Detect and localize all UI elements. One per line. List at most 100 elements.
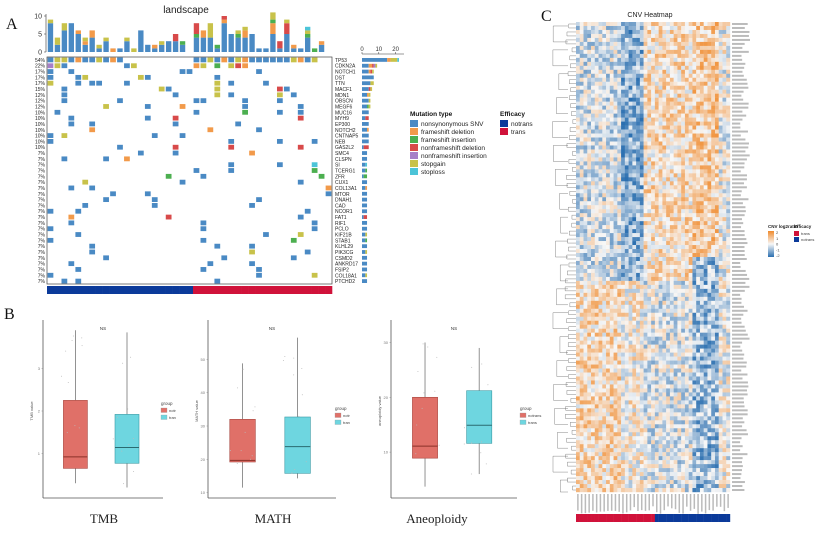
cnv-cell: [658, 181, 663, 186]
cnv-cell: [654, 296, 659, 302]
cnv-cell: [711, 304, 716, 309]
gene-name-label: MACF1: [335, 87, 352, 93]
cnv-cell: [613, 284, 618, 290]
cnv-cell: [696, 25, 701, 31]
cnv-cell: [692, 157, 697, 162]
cnv-cell: [718, 257, 723, 262]
cnv-cell: [583, 276, 588, 282]
cnv-cell: [632, 308, 637, 313]
cnv-cell: [587, 300, 592, 305]
cnv-cell: [636, 272, 641, 278]
cnv-cell: [673, 41, 678, 47]
cnv-cell: [621, 205, 626, 210]
gene-pct-label: 54%: [35, 58, 46, 64]
mutation-cell: [256, 69, 262, 74]
gene-freq-bar-segment: [362, 255, 368, 260]
mutation-cell: [228, 92, 235, 98]
cnv-cell: [636, 404, 641, 409]
cnv-cell: [673, 237, 678, 242]
cnv-cell: [643, 113, 648, 118]
cnv-cell: [684, 396, 689, 401]
cnv-cell: [606, 392, 611, 397]
cnv-cell: [609, 45, 614, 51]
cnv-cell: [576, 360, 580, 365]
cnv-cell: [658, 221, 663, 226]
significance-annotation: NS: [269, 326, 275, 331]
cnv-cell: [696, 209, 701, 214]
cnv-cell: [598, 81, 603, 86]
cnv-cell: [673, 384, 678, 389]
cnv-cell: [692, 360, 697, 365]
cnv-cell: [617, 129, 622, 134]
cnv-cell: [598, 424, 603, 429]
mutation-cell: [82, 179, 89, 185]
cnv-cell: [628, 165, 633, 170]
cnv-cell: [707, 169, 712, 174]
cnv-cell: [722, 129, 727, 134]
cnv-cell: [636, 121, 641, 126]
cnv-cell: [673, 388, 678, 393]
gene-freq-bar-segment: [370, 81, 374, 86]
cnv-cell: [692, 29, 697, 35]
cnv-cell: [711, 201, 716, 206]
cnv-cell: [673, 332, 678, 337]
cnv-cell: [722, 372, 727, 377]
cnv-cell: [722, 380, 727, 385]
efficacy-cell: [60, 286, 69, 294]
cnv-cell: [684, 360, 689, 365]
cnv-cell: [579, 153, 584, 158]
cnv-cell: [651, 157, 656, 162]
cnv-cell: [718, 121, 723, 126]
cnv-cell: [624, 328, 629, 333]
cnv-cell: [647, 25, 652, 31]
cnv-cell: [722, 312, 727, 317]
cnv-cell: [658, 249, 663, 254]
gene-name-label: CNTNAP5: [335, 134, 359, 140]
cnv-cell: [699, 420, 704, 425]
cnv-cell: [714, 65, 719, 70]
cnv-cell: [651, 153, 656, 158]
cnv-cell: [606, 376, 611, 381]
cnv-cell: [703, 169, 708, 174]
cnv-cell: [718, 41, 723, 47]
cnv-cell: [643, 225, 648, 230]
cnv-cell: [602, 93, 607, 98]
cnv-cell: [617, 352, 622, 357]
cnv-cell: [673, 300, 678, 305]
cnv-cell: [707, 416, 712, 421]
cnv-cell: [613, 420, 618, 425]
cnv-cell: [681, 73, 686, 78]
cnv-cell: [587, 61, 592, 67]
cnv-cell: [636, 312, 641, 317]
cnv-cell: [609, 364, 614, 369]
cnv-cell: [658, 217, 663, 222]
cnv-cell: [602, 157, 607, 162]
cnv-cell: [598, 241, 603, 246]
cnv-cell: [714, 380, 719, 385]
cnv-cell: [594, 189, 599, 194]
cnv-cell: [684, 264, 689, 270]
cnv-cell: [647, 336, 652, 341]
jitter-point: [463, 427, 465, 429]
cnv-cell: [711, 245, 716, 250]
cnv-cell: [643, 205, 648, 210]
cnv-cell: [598, 336, 603, 341]
cnv-cell: [624, 368, 629, 373]
cnv-cell: [632, 233, 637, 238]
row-dendrogram-branch: [552, 455, 568, 473]
cnv-cell: [677, 404, 682, 409]
cnv-cell: [684, 392, 689, 397]
cnv-cell: [591, 272, 595, 278]
cnv-cell: [677, 129, 682, 134]
cnv-cell: [703, 37, 708, 43]
row-dendrogram-branch: [558, 73, 568, 90]
cnv-cell: [688, 304, 693, 309]
cnv-cell: [576, 65, 580, 70]
cnv-cell: [651, 304, 656, 309]
cnv-cell: [703, 197, 708, 202]
cnv-cell: [688, 241, 693, 246]
cnv-cell: [591, 257, 595, 262]
cnv-cell: [628, 388, 633, 393]
cnv-cell: [696, 229, 701, 234]
cnv-cell: [583, 257, 588, 262]
